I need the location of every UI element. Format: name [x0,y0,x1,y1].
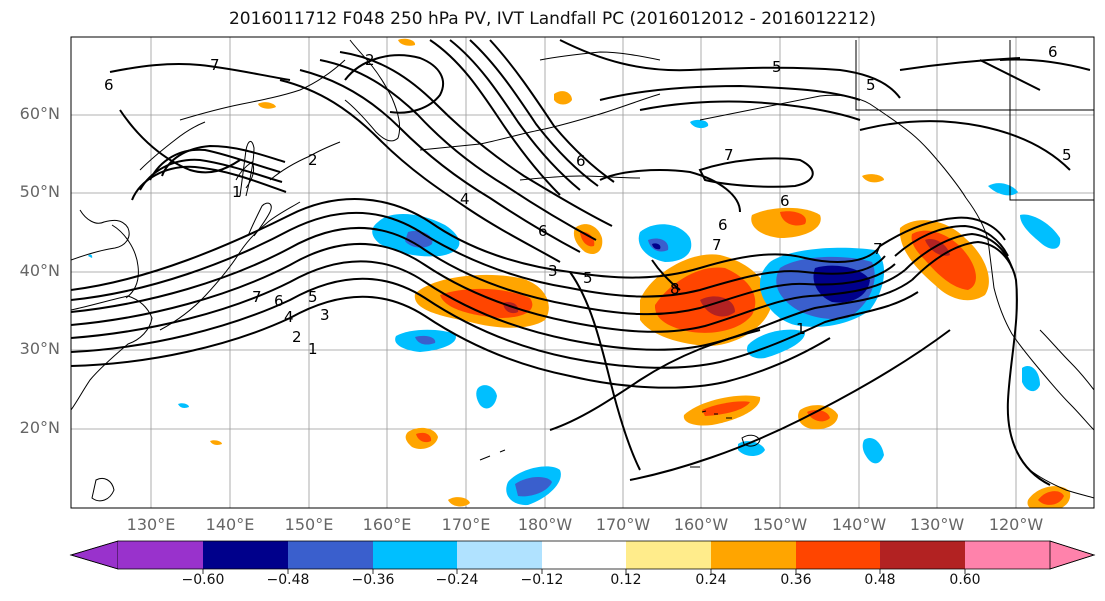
lon-label-170w: 170°W [595,515,651,534]
contour-label: 7 [210,56,220,74]
contour-label: 8 [670,280,680,298]
contour-label: 2 [308,151,318,169]
coastlines [71,39,1094,502]
lon-label-130w: 130°W [909,515,965,534]
colorbar-tick: 0.60 [949,572,981,588]
contour-label: 6 [104,76,114,94]
colorbar-tick: 0.36 [780,572,812,588]
map-title: 2016011712 F048 250 hPa PV, IVT Landfall… [228,9,876,29]
lon-label-130e: 130°E [126,515,176,534]
contour-label: 5 [866,76,876,94]
lon-label-140w: 140°W [831,515,887,534]
lat-label-50n: 50°N [19,182,60,201]
contour-label: 4 [460,190,470,208]
contour-label: 6 [576,152,586,170]
contour-label: 5 [772,58,782,76]
contour-label: 2 [292,328,302,346]
lon-label-170e: 170°E [441,515,491,534]
lat-label-30n: 30°N [19,339,60,358]
contour-label: 3 [548,262,558,280]
contour-label: 1 [796,320,806,338]
lat-label-20n: 20°N [19,418,60,437]
lon-label-160w: 160°W [673,515,729,534]
contour-label: 5 [308,288,318,306]
colorbar-tick: −0.60 [181,572,225,588]
contour-label: 6 [274,292,284,310]
contour-label: 6 [538,222,548,240]
contour-label: 6 [780,192,790,210]
pv-contours [71,39,1091,486]
contour-label: 7 [712,236,722,254]
lat-label-40n: 40°N [19,261,60,280]
lon-label-150w: 150°W [752,515,808,534]
contour-label: 5 [1062,146,1072,164]
contour-label: 5 [583,269,593,287]
contour-label: 3 [320,306,330,324]
contour-label: 4 [284,308,294,326]
contour-label: 7 [873,240,883,258]
colorbar-tick: −0.36 [351,572,395,588]
contour-label: 6 [1048,43,1058,61]
contour-label: 1 [308,340,318,358]
contour-label: 7 [724,146,734,164]
colorbar-tick: −0.48 [266,572,310,588]
colorbar-tick: 0.48 [864,572,896,588]
contour-label: 1 [232,183,242,201]
colorbar-tick: −0.12 [520,572,564,588]
map-frame [70,36,1095,509]
lon-label-160e: 160°E [362,515,412,534]
lon-label-150e: 150°E [284,515,334,534]
colorbar-tick: 0.12 [610,572,642,588]
contour-label: 2 [365,51,375,69]
lat-label-60n: 60°N [19,104,60,123]
contour-label: 6 [718,216,728,234]
contour-labels: 7 6 2 2 1 7 6 5 4 3 2 1 4 6 3 5 6 7 6 6 … [104,43,1072,358]
contour-label: 7 [252,288,262,306]
colorbar [69,540,1096,574]
lon-label-120w: 120°W [988,515,1044,534]
colorbar-tick: 0.24 [695,572,727,588]
lon-label-180w: 180°W [517,515,573,534]
colorbar-tick: −0.24 [435,572,479,588]
lon-label-140e: 140°E [205,515,255,534]
